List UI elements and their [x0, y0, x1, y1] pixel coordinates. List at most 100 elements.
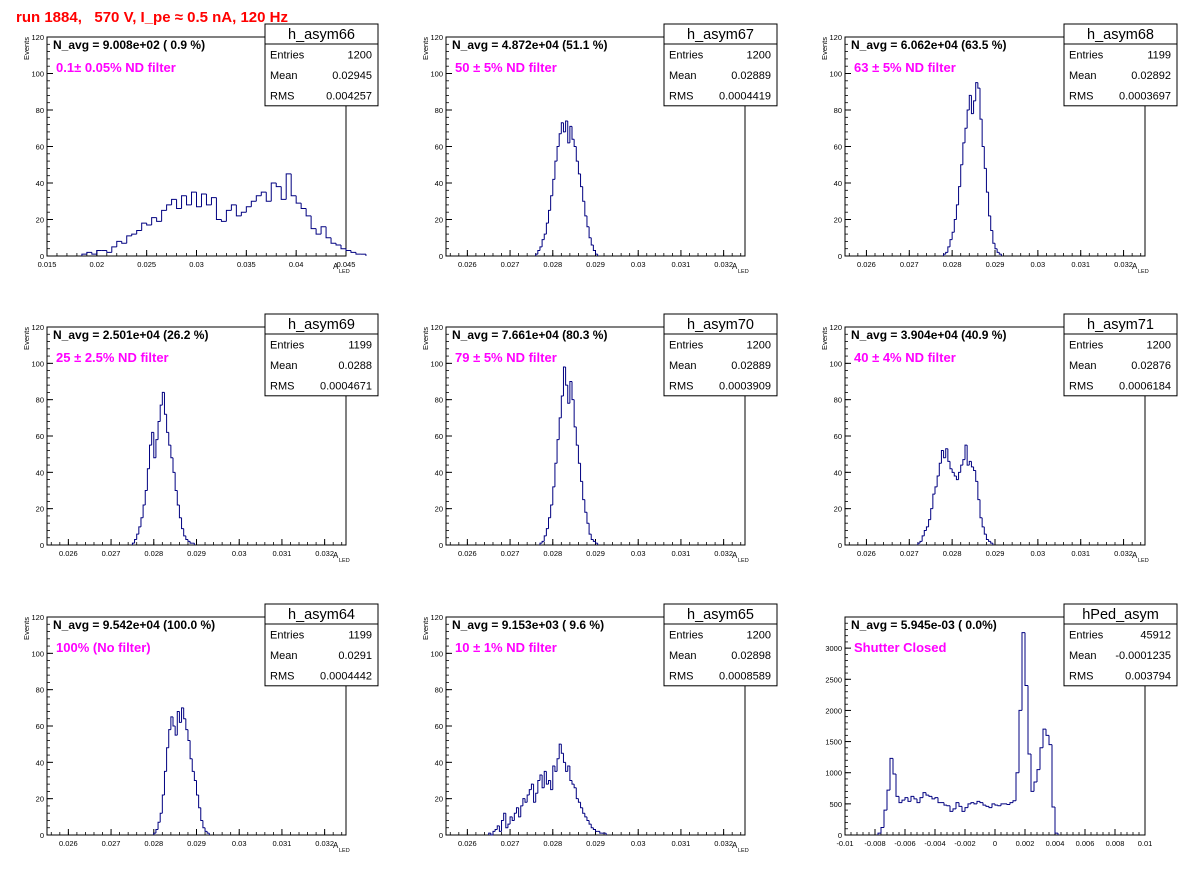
histogram-bin [163, 392, 167, 415]
x-tick-label: 0.03 [232, 839, 247, 848]
y-axis-label: Events [820, 37, 829, 60]
x-tick-label: 0.032 [315, 549, 334, 558]
histogram-bin [1045, 729, 1049, 736]
y-axis-label: Events [22, 37, 31, 60]
histogram-panel-h_asym66: 0 20 40 60 80 100 120 0.015 0.02 0.025 0.03 0.035 0.… [22, 23, 379, 275]
hist-name: h_asym70 [687, 317, 754, 333]
histogram-bin [305, 208, 312, 217]
histogram-bin [533, 784, 536, 803]
hist-name: h_asym71 [1087, 317, 1154, 333]
y-tick-label: 20 [435, 795, 443, 804]
y-tick-label: 2500 [825, 675, 842, 684]
stats-label: Entries [270, 340, 305, 352]
histogram-bin [590, 237, 594, 246]
histogram-bin [592, 827, 596, 831]
x-tick-label: 0.028 [943, 260, 962, 269]
histogram-bin [590, 534, 594, 541]
histogram-bin [511, 816, 515, 821]
histogram-bin [168, 729, 171, 748]
histogram-bin [1021, 632, 1025, 711]
histogram-bin [530, 783, 534, 790]
histogram-bin [962, 142, 965, 165]
histogram-bin [571, 126, 575, 140]
histogram-bin [174, 726, 178, 736]
stats-box: h_asym66 Entries 1200 Mean 0.02945 RMS 0.00425… [264, 23, 379, 107]
histogram-bin [528, 789, 532, 796]
histogram-bin [588, 226, 592, 239]
histogram-bin [1030, 754, 1034, 792]
histogram-bin [979, 499, 983, 519]
histogram-bin [577, 798, 581, 803]
filter-annotation: 50 ± 5% ND filter [455, 60, 557, 75]
histogram-bin [573, 399, 577, 428]
histogram-panel-h_asym68: 0 20 40 60 80 100 120 0.026 0.027 0.028 0.029 0.03 0… [820, 23, 1178, 275]
histogram-bin [934, 486, 938, 495]
x-tick-label: 0.03 [1031, 260, 1046, 269]
histogram-bin [157, 821, 161, 830]
histogram-bin [535, 792, 538, 803]
histogram-bin [206, 831, 210, 834]
y-tick-label: 120 [430, 613, 443, 622]
histogram-bin [166, 204, 172, 211]
histogram-bin [191, 191, 197, 205]
histogram-bin [350, 250, 356, 253]
stats-value: 1200 [747, 630, 771, 642]
y-tick-label: 20 [435, 505, 443, 514]
histogram-bin [917, 542, 920, 545]
x-tick-label: 0.028 [543, 260, 562, 269]
x-tick-label: 0.032 [315, 839, 334, 848]
x-tick-label: 0.028 [144, 839, 163, 848]
stats-label: RMS [669, 381, 693, 393]
histogram-bin [560, 744, 564, 754]
histogram-bin [953, 219, 957, 233]
y-tick-label: 40 [36, 179, 44, 188]
y-tick-label: 20 [834, 216, 842, 225]
y-tick-label: 100 [430, 70, 443, 79]
histogram-bin [518, 807, 521, 818]
histogram-bin [558, 417, 562, 440]
histogram-bin [230, 204, 237, 211]
histogram-bin [554, 160, 558, 180]
y-tick-label: 0 [439, 252, 443, 261]
histogram-bin [991, 803, 995, 808]
stats-label: Mean [1069, 360, 1097, 372]
y-tick-label: 60 [36, 722, 44, 731]
histogram-bin [545, 222, 549, 235]
histogram-bin [990, 215, 993, 231]
histogram-bin [141, 222, 147, 231]
histogram-bin [949, 239, 953, 247]
y-tick-label: 40 [36, 468, 44, 477]
histogram-bin [560, 122, 564, 134]
histogram-bin [955, 475, 959, 481]
histogram-bin [96, 250, 102, 255]
stats-box-frame [663, 313, 778, 397]
hist-name: h_asym69 [288, 317, 355, 333]
stats-value: 0.0004671 [320, 381, 372, 393]
histogram-bin [573, 784, 577, 789]
y-tick-label: 120 [31, 613, 44, 622]
histogram-bin [934, 797, 938, 799]
x-tick-label: 0 [993, 839, 997, 848]
histogram-bin [176, 710, 180, 736]
histogram-bin [335, 243, 342, 246]
filter-annotation: 10 ± 1% ND filter [455, 640, 557, 655]
histogram-bin [592, 245, 596, 252]
hist-name: h_asym65 [687, 607, 754, 623]
histogram-bin [584, 813, 587, 818]
histogram-bin [548, 517, 551, 529]
histogram-bin [932, 493, 935, 509]
histogram-bin [949, 805, 953, 812]
stats-box-frame [264, 313, 379, 397]
histogram-bin [936, 475, 940, 487]
stats-box-frame [264, 603, 379, 687]
histogram-bin [503, 812, 506, 821]
x-axis-label-subscript: LED [1138, 558, 1149, 564]
histogram-bin [496, 825, 500, 830]
histogram-bin [200, 807, 203, 821]
histogram-bin [931, 796, 935, 800]
stats-label: RMS [1069, 671, 1093, 683]
stats-value: 1199 [348, 340, 372, 352]
y-tick-label: 1500 [825, 738, 842, 747]
histogram-bin [515, 807, 519, 814]
histogram-bin [945, 251, 948, 255]
